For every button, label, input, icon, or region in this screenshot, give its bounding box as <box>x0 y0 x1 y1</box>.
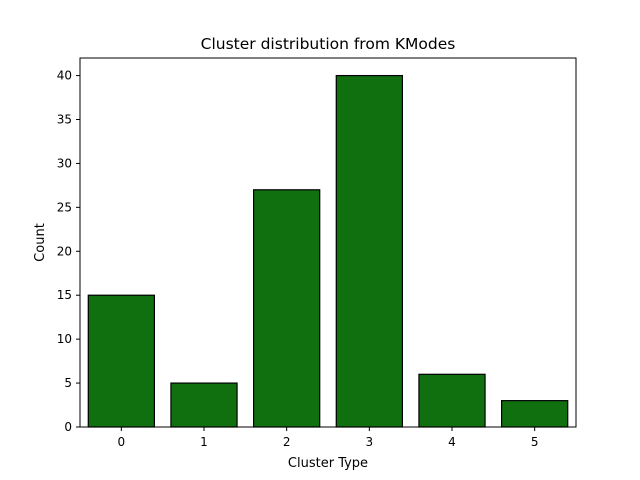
y-tick-label: 15 <box>57 288 72 302</box>
y-tick-label: 20 <box>57 244 72 258</box>
y-tick-label: 5 <box>64 376 72 390</box>
bar-cluster-2 <box>253 189 321 428</box>
y-tick-label: 0 <box>64 420 72 434</box>
bar-cluster-5 <box>501 400 569 428</box>
x-tick-label: 0 <box>118 435 126 449</box>
x-tick-label: 4 <box>448 435 456 449</box>
bar-cluster-0 <box>87 294 155 428</box>
bar-cluster-1 <box>170 382 238 428</box>
y-tick-label: 40 <box>57 69 72 83</box>
bar-cluster-3 <box>335 74 403 428</box>
bar-cluster-4 <box>418 373 486 428</box>
y-ticks: 0 5 10 15 20 25 30 35 40 <box>57 69 80 434</box>
x-ticks: 0 1 2 3 4 5 <box>118 427 539 449</box>
bars-layer <box>87 74 569 428</box>
plot-area-frame <box>79 57 577 428</box>
y-tick-label: 30 <box>57 156 72 170</box>
x-tick-label: 3 <box>366 435 374 449</box>
x-tick-label: 2 <box>283 435 291 449</box>
y-tick-label: 25 <box>57 200 72 214</box>
y-tick-label: 35 <box>57 113 72 127</box>
x-tick-label: 5 <box>531 435 539 449</box>
chart-title: Cluster distribution from KModes <box>201 35 456 53</box>
y-tick-label: 10 <box>57 332 72 346</box>
x-axis-label: Cluster Type <box>288 456 368 471</box>
y-axis-label: Count <box>33 223 48 262</box>
x-tick-label: 1 <box>200 435 208 449</box>
